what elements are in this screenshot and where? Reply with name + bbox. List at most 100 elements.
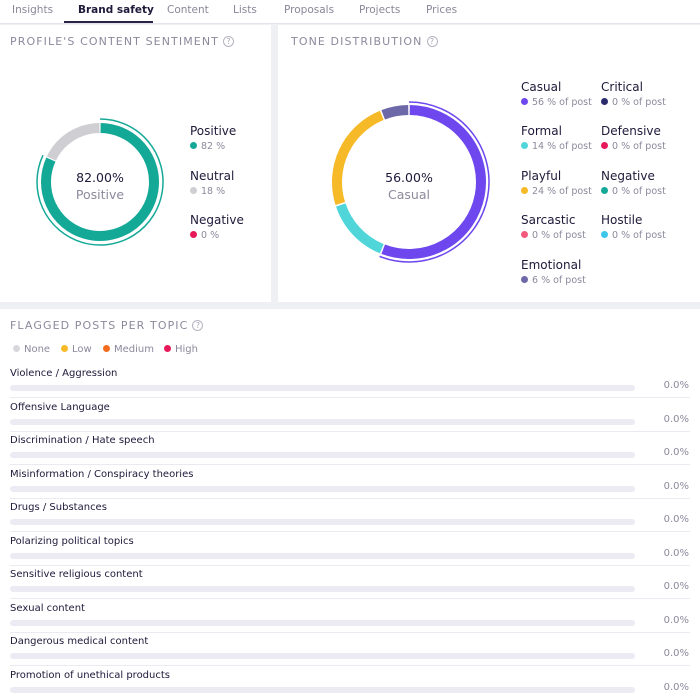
legend-name: Casual bbox=[521, 80, 562, 94]
topic-percent: 0.0% bbox=[663, 614, 689, 626]
topic-percent: 0.0% bbox=[663, 413, 689, 425]
legend-value: 0 % of post bbox=[612, 230, 666, 241]
divider bbox=[10, 598, 690, 599]
topic-row: Dangerous medical content 0.0% bbox=[0, 636, 700, 670]
tone-panel: TONE DISTRIBUTION? 56.00% Casual Casual … bbox=[278, 25, 700, 302]
legend-dot bbox=[521, 231, 528, 238]
tone-legend-emotional: Emotional 6 % of post bbox=[521, 258, 586, 286]
legend-value: 6 % of post bbox=[532, 275, 586, 286]
tone-legend-playful: Playful 24 % of post bbox=[521, 169, 592, 197]
legend-value: 56 % of post bbox=[532, 97, 592, 108]
flagged-title-text: FLAGGED POSTS PER TOPIC bbox=[10, 319, 189, 332]
topic-row: Offensive Language 0.0% bbox=[0, 402, 700, 436]
donut-segment-casual bbox=[381, 105, 486, 259]
topic-bar bbox=[10, 418, 635, 425]
legend-name: Emotional bbox=[521, 258, 582, 272]
topic-percent: 0.0% bbox=[663, 648, 689, 659]
tab-content[interactable]: Content bbox=[167, 4, 209, 16]
flagged-panel bbox=[0, 309, 700, 699]
topic-row: Sensitive religious content 0.0% bbox=[0, 569, 700, 603]
legend-value: 0 % bbox=[201, 230, 220, 241]
tab-brand-safety[interactable]: Brand safety bbox=[78, 4, 154, 16]
topic-row: Sexual content 0.0% bbox=[0, 603, 700, 637]
legend-name: Low bbox=[72, 344, 92, 355]
legend-dot bbox=[521, 276, 528, 283]
topic-name: Sensitive religious content bbox=[10, 569, 143, 580]
legend-name: Formal bbox=[521, 124, 562, 138]
legend-name: Defensive bbox=[601, 124, 661, 138]
sentiment-center-label: Positive bbox=[75, 187, 125, 202]
donut-segment-positive bbox=[41, 123, 159, 241]
help-icon[interactable]: ? bbox=[426, 36, 438, 47]
sentiment-title: PROFILE'S CONTENT SENTIMENT? bbox=[10, 35, 234, 48]
help-icon[interactable]: ? bbox=[192, 320, 204, 331]
topic-row: Drugs / Substances 0.0% bbox=[0, 502, 700, 536]
legend-name: Positive bbox=[190, 124, 237, 138]
topic-bar bbox=[10, 619, 635, 626]
legend-value: 18 % bbox=[201, 186, 226, 197]
legend-name: Medium bbox=[114, 344, 154, 355]
tone-legend-critical: Critical 0 % of post bbox=[601, 80, 666, 108]
tab-bar: Insights Brand safety Content Lists Prop… bbox=[0, 0, 700, 24]
tab-prices[interactable]: Prices bbox=[426, 4, 458, 16]
topic-row: Polarizing political topics 0.0% bbox=[0, 536, 700, 570]
topic-name: Polarizing political topics bbox=[10, 535, 134, 547]
topic-bar bbox=[10, 586, 635, 592]
help-icon[interactable]: ? bbox=[222, 36, 234, 47]
tone-title-text: TONE DISTRIBUTION bbox=[291, 35, 423, 48]
topic-bar bbox=[10, 385, 635, 391]
topic-name: Sexual content bbox=[10, 602, 85, 614]
topic-name: Drugs / Substances bbox=[10, 502, 107, 513]
topic-row: Discrimination / Hate speech 0.0% bbox=[0, 435, 700, 469]
legend-name: High bbox=[175, 344, 198, 355]
flagged-legend-none: None bbox=[13, 344, 50, 355]
topic-row: Promotion of unethical products 0.0% bbox=[0, 670, 700, 699]
active-tab-indicator bbox=[64, 21, 153, 23]
topic-bar bbox=[10, 485, 635, 492]
sentiment-center-value: 82.00% bbox=[76, 170, 124, 185]
divider bbox=[10, 464, 690, 465]
topic-name: Violence / Aggression bbox=[10, 368, 118, 379]
sentiment-panel: PROFILE'S CONTENT SENTIMENT? 82.00% Posi… bbox=[0, 25, 271, 302]
tone-center-value: 56.00% bbox=[385, 170, 433, 185]
legend-dot bbox=[103, 345, 110, 352]
legend-name: Neutral bbox=[190, 169, 235, 183]
topic-percent: 0.0% bbox=[663, 547, 689, 559]
tone-legend-hostile: Hostile 0 % of post bbox=[601, 213, 666, 241]
tone-legend-casual: Casual 56 % of post bbox=[521, 80, 592, 108]
tone-title: TONE DISTRIBUTION? bbox=[291, 35, 438, 48]
sentiment-legend-neutral: Neutral 18 % bbox=[190, 169, 234, 197]
divider bbox=[10, 531, 690, 532]
legend-value: 0 % of post bbox=[612, 97, 666, 108]
tone-legend-defensive: Defensive 0 % of post bbox=[601, 124, 666, 152]
topic-row: Misinformation / Conspiracy theories 0.0% bbox=[0, 469, 700, 503]
topic-bar bbox=[10, 686, 635, 693]
donut-segment-formal bbox=[336, 203, 384, 254]
tab-proposals[interactable]: Proposals bbox=[284, 4, 335, 16]
legend-name: Critical bbox=[601, 80, 643, 94]
flagged-legend-high: High bbox=[164, 344, 198, 355]
legend-name: Sarcastic bbox=[521, 213, 576, 227]
topic-row: Violence / Aggression 0.0% bbox=[0, 368, 700, 402]
tab-projects[interactable]: Projects bbox=[359, 4, 401, 16]
legend-dot bbox=[521, 187, 528, 194]
topic-bar bbox=[10, 519, 635, 525]
tab-lists[interactable]: Lists bbox=[233, 4, 257, 16]
legend-dot bbox=[521, 142, 528, 149]
divider bbox=[10, 430, 690, 432]
legend-dot bbox=[190, 231, 197, 238]
legend-dot bbox=[521, 98, 528, 105]
tab-insights[interactable]: Insights bbox=[12, 4, 54, 16]
tone-legend-formal: Formal 14 % of post bbox=[521, 124, 592, 152]
topic-percent: 0.0% bbox=[663, 514, 689, 525]
topic-percent: 0.0% bbox=[663, 681, 689, 693]
legend-value: 0 % of post bbox=[612, 186, 666, 197]
legend-dot bbox=[601, 98, 608, 105]
topic-bar bbox=[10, 653, 635, 659]
sentiment-legend-positive: Positive 82 % bbox=[190, 124, 236, 152]
divider bbox=[10, 397, 690, 398]
sentiment-legend-negative: Negative 0 % bbox=[190, 213, 244, 241]
sentiment-donut bbox=[36, 118, 164, 246]
legend-value: 14 % of post bbox=[532, 141, 592, 152]
flagged-legend-medium: Medium bbox=[103, 344, 154, 355]
